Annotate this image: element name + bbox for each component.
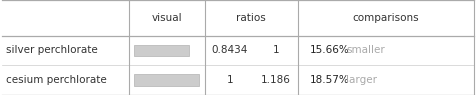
Text: 1: 1 bbox=[227, 75, 233, 85]
Text: 0.8434: 0.8434 bbox=[211, 45, 248, 55]
Text: larger: larger bbox=[346, 75, 377, 85]
Bar bbox=[134, 74, 199, 86]
Text: 1.186: 1.186 bbox=[261, 75, 291, 85]
Text: ratios: ratios bbox=[236, 13, 266, 23]
Text: comparisons: comparisons bbox=[352, 13, 419, 23]
Text: cesium perchlorate: cesium perchlorate bbox=[6, 75, 107, 85]
Text: smaller: smaller bbox=[346, 45, 385, 55]
Bar bbox=[134, 45, 189, 56]
Text: 15.66%: 15.66% bbox=[309, 45, 349, 55]
Text: visual: visual bbox=[151, 13, 182, 23]
Text: 18.57%: 18.57% bbox=[309, 75, 349, 85]
Text: silver perchlorate: silver perchlorate bbox=[6, 45, 98, 55]
Text: 1: 1 bbox=[273, 45, 279, 55]
